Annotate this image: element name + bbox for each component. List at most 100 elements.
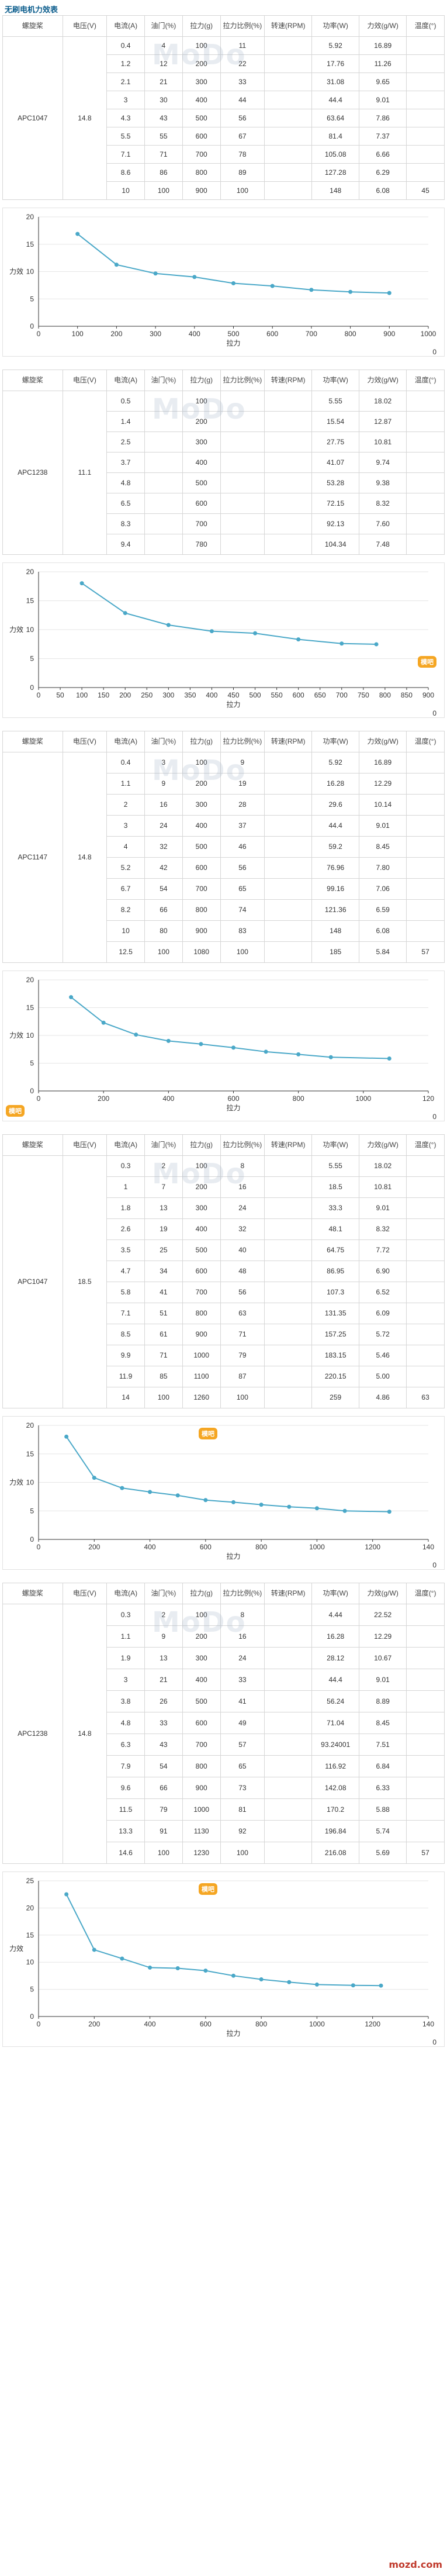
y-axis-label: 力效 [9, 1944, 23, 1953]
table-cell [264, 1820, 313, 1842]
table-cell: 16.28 [311, 773, 360, 795]
table-cell: 81.4 [311, 127, 360, 146]
x-tick-label: 600 [266, 330, 278, 338]
temp-cell [406, 836, 445, 858]
table-cell: 700 [182, 878, 221, 900]
column-header: 拉力(g) [182, 15, 221, 37]
table-cell: 9.38 [359, 472, 407, 493]
column-header: 电流(A) [106, 1583, 145, 1604]
table-cell: 63.64 [311, 109, 360, 127]
prop-cell: APC1238 [2, 1604, 63, 1864]
data-point [175, 1493, 180, 1498]
temp-cell [406, 1625, 445, 1648]
x-tick-label: 100 [72, 330, 84, 338]
table-cell: 116.92 [311, 1755, 360, 1777]
table-cell: 100 [220, 1387, 265, 1408]
data-point [114, 263, 119, 267]
table-cell: 33 [220, 1669, 265, 1691]
table-cell: 157.25 [311, 1324, 360, 1345]
y-tick-label: 15 [26, 1004, 34, 1012]
table-cell [264, 72, 313, 91]
temp-cell [406, 127, 445, 146]
y-tick-label: 0 [30, 683, 34, 692]
table-cell: 5.2 [106, 857, 145, 879]
table-row: 4.8 33 600 49 71.04 8.45 [3, 1712, 445, 1734]
table-row: 3.7 400 41.07 9.74 [3, 452, 445, 473]
table-cell [264, 1197, 313, 1219]
table-cell: 48.1 [311, 1218, 360, 1240]
temp-cell [406, 1324, 445, 1345]
table-cell: 300 [182, 72, 221, 91]
table-cell: 71 [144, 1345, 183, 1366]
table-cell: 127.28 [311, 163, 360, 182]
table-cell: 49 [220, 1712, 265, 1734]
table-row: 8.2 66 800 74 121.36 6.59 [3, 899, 445, 921]
data-point [259, 1977, 264, 1982]
table-cell: 3 [106, 815, 145, 837]
x-tick-label: 120 [422, 1094, 434, 1103]
table-cell: 2 [144, 1604, 183, 1626]
table-cell [264, 1604, 313, 1626]
series-line [70, 996, 390, 1059]
table-cell: 63 [220, 1303, 265, 1324]
table-cell [220, 513, 265, 534]
x-tick-label: 600 [227, 1094, 239, 1103]
table-cell: 148 [311, 920, 360, 942]
table-cell: 5.46 [359, 1345, 407, 1366]
data-point [64, 1892, 69, 1897]
table-cell [264, 752, 313, 774]
table-cell: 2 [106, 794, 145, 816]
data-point [351, 1983, 355, 1988]
x-tick-label: 800 [255, 1543, 267, 1551]
table-cell: 34 [144, 1261, 183, 1282]
data-point [199, 1042, 203, 1047]
table-cell: 300 [182, 431, 221, 453]
column-header: 电压(V) [62, 370, 108, 391]
table-cell: 600 [182, 493, 221, 514]
x-tick-label: 500 [250, 691, 261, 699]
table-cell: 74 [220, 899, 265, 921]
table-cell: 900 [182, 1777, 221, 1799]
table-cell [144, 411, 183, 432]
table-cell: 6.3 [106, 1734, 145, 1756]
temp-cell [406, 1820, 445, 1842]
table-cell: 2 [144, 1155, 183, 1177]
table-row: APC1238 14.8 0.3 2 100 8 4.44 22.52 [2, 1604, 445, 1864]
table-cell [264, 815, 313, 837]
table-row: 8.5 61 900 71 157.25 5.72 [3, 1324, 445, 1345]
data-point [374, 642, 379, 647]
table-cell: 42 [144, 857, 183, 879]
table-cell: 400 [182, 1669, 221, 1691]
table-cell: 900 [182, 920, 221, 942]
table-cell: 26 [144, 1690, 183, 1712]
table-cell [264, 145, 313, 164]
table-row: 9.4 780 104.34 7.48 [3, 534, 445, 555]
table-cell: 780 [182, 534, 221, 555]
table-cell: 7 [144, 1176, 183, 1198]
data-point [287, 1980, 292, 1984]
temp-cell [406, 857, 445, 879]
column-header: 拉力(g) [182, 370, 221, 391]
table-cell [264, 1777, 313, 1799]
table-cell [264, 54, 313, 73]
table-cell: 92 [220, 1820, 265, 1842]
table-cell: 6.90 [359, 1261, 407, 1282]
column-header: 功率(W) [311, 15, 360, 37]
table-cell: 104.34 [311, 534, 360, 555]
x-tick-label: 700 [336, 691, 348, 699]
table-cell: 9.01 [359, 1197, 407, 1219]
table-cell: 6.5 [106, 493, 145, 514]
x-tick-label: 850 [401, 691, 413, 699]
chart-frame [2, 1871, 445, 2047]
table-cell: 14 [106, 1387, 145, 1408]
x-axis-label: 拉力 [226, 700, 240, 709]
column-header: 功率(W) [311, 1583, 360, 1604]
data-point [287, 1504, 292, 1509]
column-header: 力效(g/W) [359, 1134, 407, 1156]
table-cell [144, 431, 183, 453]
data-point [339, 641, 344, 646]
table-cell: 43 [144, 1734, 183, 1756]
temp-cell [406, 72, 445, 91]
table-cell [264, 1669, 313, 1691]
series-line [81, 582, 377, 645]
